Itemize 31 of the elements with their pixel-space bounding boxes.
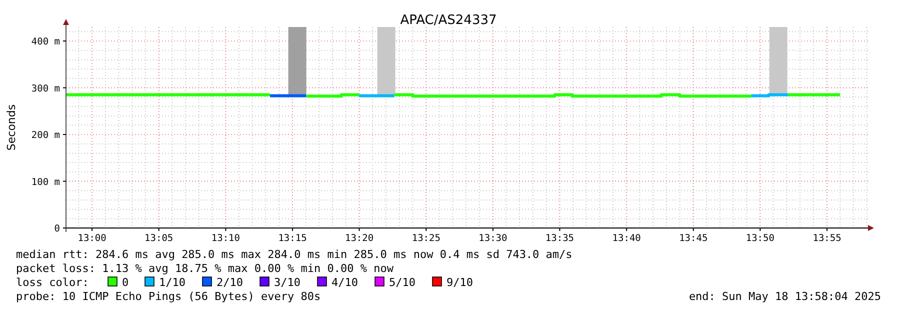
legend-label: 0	[122, 276, 129, 289]
legend-label: 3/10	[274, 276, 300, 289]
x-tick-label: 13:40	[612, 233, 642, 244]
x-tick-label: 13:20	[344, 233, 374, 244]
text: end: Sun May 18 13:58:04 2025	[688, 290, 881, 303]
y-tick-label: 0	[54, 224, 60, 234]
y-tick-label: 300 m	[31, 83, 60, 94]
x-tick-label: 13:05	[144, 233, 174, 244]
text: packet loss: 1.13 % avg 18.75 % max 0.00 % min 0.00 % now	[16, 262, 394, 275]
legend-label: 1/10	[159, 276, 186, 289]
x-tick-label: 13:50	[746, 233, 775, 244]
x-tick-label: 13:55	[812, 233, 842, 244]
text: probe: 10 ICMP Echo Pings (56 Bytes) every 80s	[16, 290, 321, 303]
x-tick-label: 13:30	[478, 233, 508, 244]
x-tick-label: 13:15	[278, 233, 307, 244]
text: median rtt: 284.6 ms avg 285.0 ms max 284.0 ms min 285.0 ms now 0.4 ms sd 743.0 am/s	[16, 248, 572, 261]
x-tick-label: 13:25	[412, 233, 440, 244]
x-tick-label: 13:00	[78, 233, 107, 244]
legend-label: 9/10	[446, 276, 473, 289]
y-tick-label: 400 m	[31, 36, 60, 48]
y-tick-label: 200 m	[31, 130, 60, 142]
legend-label: 5/10	[389, 276, 416, 289]
legend-title: loss color:	[16, 276, 89, 289]
x-tick-label: 13:45	[679, 233, 708, 244]
legend-label: 4/10	[332, 276, 358, 289]
x-tick-label: 13:35	[545, 233, 574, 244]
x-tick-label: 13:10	[211, 233, 240, 244]
y-axis-title: Seconds	[5, 104, 18, 151]
chart-title: APAC/AS24337	[400, 13, 497, 28]
y-tick-label: 100 m	[31, 176, 60, 188]
legend-label: 2/10	[216, 276, 243, 289]
